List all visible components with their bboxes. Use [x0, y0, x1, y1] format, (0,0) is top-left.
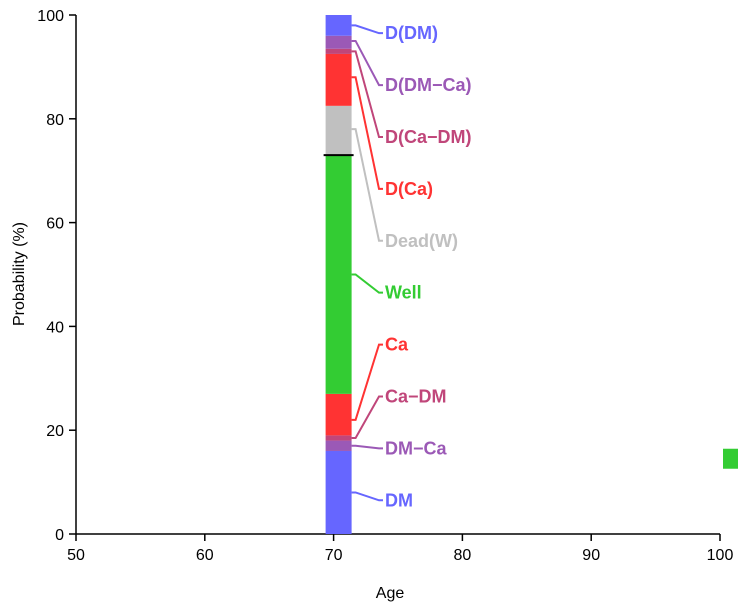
label-leader-line	[351, 76, 383, 190]
label-leader-line	[351, 395, 383, 439]
y-tick-label: 60	[46, 216, 64, 233]
bar-segment	[325, 450, 352, 534]
x-tick-label: 70	[325, 547, 343, 564]
label-leader-line	[351, 273, 383, 294]
bar-segment	[325, 35, 352, 49]
stacked-bar	[323, 15, 738, 534]
state-label: D(DM)	[385, 23, 438, 43]
bar-segment	[325, 53, 352, 106]
edge-marker	[723, 448, 738, 469]
bar-segment	[325, 105, 352, 156]
y-tick-label: 0	[55, 527, 64, 544]
state-label: D(Ca)	[385, 179, 433, 199]
label-leader-line	[351, 39, 383, 87]
bar-segment	[325, 15, 352, 36]
state-labels: D(DM) D(DM−Ca) D(Ca−DM) D(Ca) Dead(W) Well Ca C…	[351, 23, 472, 510]
y-tick-label: 20	[46, 423, 64, 440]
state-label: D(Ca−DM)	[385, 127, 472, 147]
state-label: DM	[385, 490, 413, 510]
label-leader-line	[351, 24, 383, 35]
bar-segment	[325, 440, 352, 451]
state-label: Well	[385, 283, 422, 303]
axes: 50 60 70 80 90 100 0 20 40 60 80 100	[37, 8, 733, 564]
x-tick-label: 80	[454, 547, 472, 564]
bar-segment	[325, 48, 352, 54]
y-tick-label: 100	[37, 8, 64, 25]
bar-segment	[325, 435, 352, 441]
x-tick-label: 50	[67, 547, 85, 564]
label-leader-line	[351, 50, 383, 138]
x-tick-label: 60	[196, 547, 214, 564]
state-label: D(DM−Ca)	[385, 75, 472, 95]
x-axis-title: Age	[376, 585, 405, 602]
state-label: Ca	[385, 335, 409, 355]
y-tick-label: 80	[46, 112, 64, 129]
bar-segment	[325, 393, 352, 436]
x-tick-label: 100	[707, 547, 734, 564]
y-axis-title: Probability (%)	[11, 222, 28, 326]
y-tick-label: 40	[46, 319, 64, 336]
bar-segment	[325, 155, 352, 394]
label-leader-line	[351, 444, 383, 450]
label-leader-line	[351, 128, 383, 242]
label-leader-line	[351, 343, 383, 421]
x-tick-label: 90	[582, 547, 600, 564]
state-label: Ca−DM	[385, 386, 447, 406]
state-label: DM−Ca	[385, 438, 448, 458]
label-leader-line	[351, 491, 383, 502]
state-label: Dead(W)	[385, 231, 458, 251]
